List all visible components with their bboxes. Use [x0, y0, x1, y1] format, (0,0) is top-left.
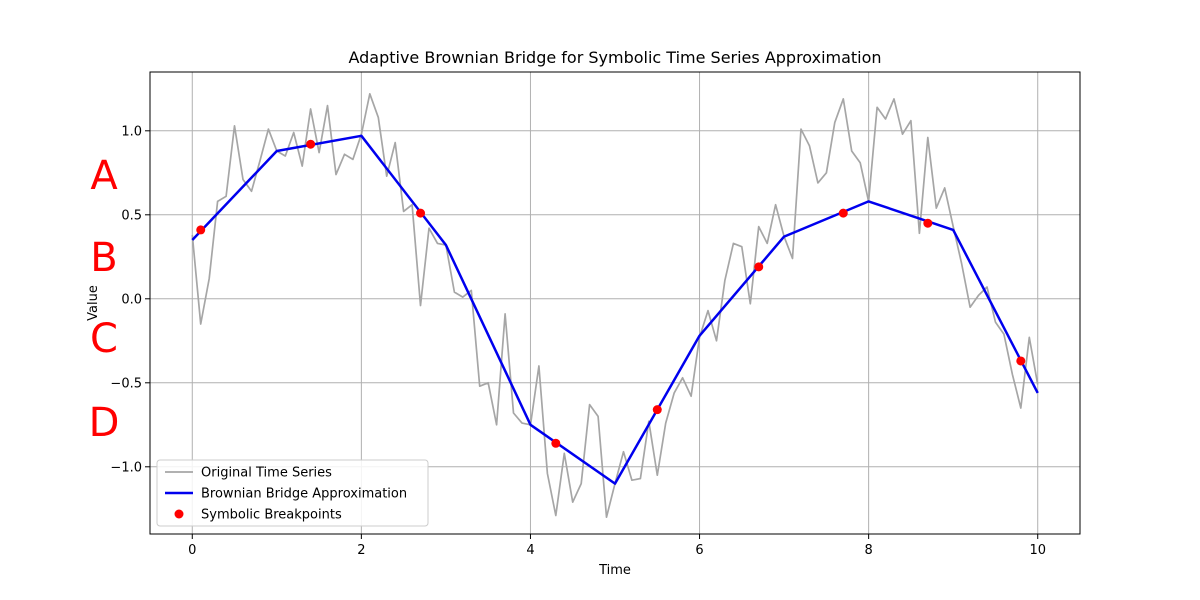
breakpoint-marker: [838, 208, 848, 218]
breakpoint-marker: [551, 438, 561, 448]
y-tick-label: 0.0: [121, 292, 142, 307]
x-tick-label: 0: [188, 543, 196, 558]
y-tick-label: 0.5: [121, 208, 142, 223]
y-tick-label: −0.5: [110, 376, 142, 391]
breakpoint-marker: [306, 139, 316, 149]
original-time-series-line: [191, 92, 1039, 519]
legend-label: Brownian Bridge Approximation: [201, 487, 407, 502]
y-tick-label: −1.0: [110, 460, 142, 475]
legend: Original Time Series Brownian Bridge Appr…: [156, 459, 429, 527]
brownian-bridge-approximation-line: [191, 134, 1039, 485]
breakpoint-marker: [754, 262, 764, 272]
y-tick-label: 1.0: [121, 124, 142, 139]
legend-swatch-marker: [174, 509, 184, 519]
series-layer: [191, 92, 1039, 519]
x-tick-label: 4: [526, 543, 534, 558]
breakpoint-marker: [416, 208, 426, 218]
symbol-label-d: D: [89, 400, 120, 446]
x-axis-label: Time: [598, 563, 631, 578]
legend-label: Symbolic Breakpoints: [201, 508, 342, 523]
breakpoint-marker: [652, 405, 662, 415]
plot-frame: [149, 71, 1081, 535]
breakpoint-marker: [196, 225, 206, 235]
x-tick-label: 10: [1029, 543, 1046, 558]
breakpoint-marker: [923, 218, 933, 228]
chart-title: Adaptive Brownian Bridge for Symbolic Ti…: [348, 48, 881, 67]
ticks: 0 2 4 6 8 10 −1.0 −0.5 0.0 0.5 1.0: [110, 124, 1046, 558]
symbol-label-c: C: [90, 316, 118, 362]
legend-label: Original Time Series: [201, 466, 332, 481]
x-tick-label: 2: [357, 543, 365, 558]
y-axis-label: Value: [86, 285, 101, 321]
legend-box: [156, 459, 429, 527]
symbol-label-a: A: [90, 153, 118, 199]
symbol-label-b: B: [90, 235, 117, 281]
x-tick-label: 6: [695, 543, 703, 558]
breakpoint-marker: [1016, 356, 1026, 366]
x-tick-label: 8: [864, 543, 872, 558]
